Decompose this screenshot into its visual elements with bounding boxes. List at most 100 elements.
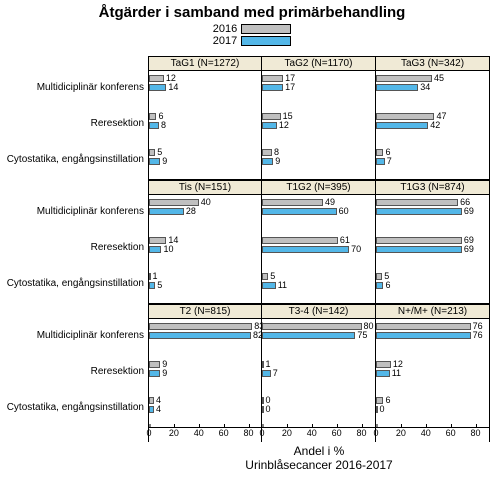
bar-value: 6 <box>385 149 390 156</box>
bar-value: 7 <box>387 158 392 165</box>
bar-value: 11 <box>278 282 287 289</box>
y-axis-label: Cytostatika, engångsinstillation <box>0 403 144 413</box>
bar-value: 5 <box>157 149 162 156</box>
bar-value: 12 <box>393 361 403 368</box>
bar-value: 69 <box>464 246 474 253</box>
panel-title: T2 (N=815) <box>149 305 261 319</box>
bar-value: 66 <box>460 199 470 206</box>
bar-value: 0 <box>380 406 385 413</box>
bar-value: 61 <box>340 237 350 244</box>
bar-value: 45 <box>434 75 444 82</box>
bar-value: 6 <box>385 397 390 404</box>
bar <box>149 84 166 91</box>
bar-value: 15 <box>283 113 293 120</box>
bar-value: 12 <box>166 75 176 82</box>
bar <box>376 149 383 156</box>
bar-value: 0 <box>266 397 271 404</box>
bar <box>262 323 362 330</box>
y-axis-label: Reresektion <box>0 243 144 253</box>
bar-value: 9 <box>162 158 167 165</box>
bar <box>149 75 164 82</box>
bar-value: 76 <box>473 332 483 339</box>
bar <box>262 332 355 339</box>
bar <box>376 84 418 91</box>
bar-value: 1 <box>153 273 158 280</box>
y-axis-label: Multidiciplinär konferens <box>0 83 144 93</box>
bar <box>149 370 160 377</box>
bar <box>149 237 166 244</box>
x-axis-label: Andel i % <box>148 444 490 458</box>
bar <box>376 406 378 413</box>
bar-value: 4 <box>156 397 161 404</box>
bar <box>149 397 154 404</box>
bar-value: 14 <box>168 237 178 244</box>
bar <box>149 406 154 413</box>
bar <box>149 122 159 129</box>
bar <box>376 246 462 253</box>
x-tick: 0 <box>259 428 264 438</box>
bar-value: 34 <box>420 84 430 91</box>
y-axis-label: Multidiciplinär konferens <box>0 331 144 341</box>
bar <box>376 199 458 206</box>
bar-value: 9 <box>275 158 280 165</box>
bar <box>376 332 471 339</box>
bar <box>262 282 276 289</box>
panel: T1G3 (N=874)6669696956 <box>376 180 490 304</box>
bar <box>149 361 160 368</box>
bar <box>262 361 264 368</box>
legend-swatch-2017 <box>241 36 291 46</box>
y-axis-label: Cytostatika, engångsinstillation <box>0 155 144 165</box>
x-tick: 40 <box>194 428 204 438</box>
bar-value: 60 <box>339 208 349 215</box>
x-tick: 60 <box>332 428 342 438</box>
panel: T1G2 (N=395)49606170511 <box>262 180 376 304</box>
bar <box>376 122 428 129</box>
bar <box>149 158 160 165</box>
panel: TaG3 (N=342)4534474267 <box>376 56 490 180</box>
bar-value: 9 <box>162 361 167 368</box>
bar-value: 8 <box>274 149 279 156</box>
bar-value: 10 <box>163 246 173 253</box>
bar <box>376 397 383 404</box>
panel: T3-4 (N=142)80751700 <box>262 304 376 428</box>
bar <box>262 208 337 215</box>
x-tick: 20 <box>169 428 179 438</box>
bar <box>376 370 390 377</box>
bar <box>262 246 349 253</box>
bar-value: 1 <box>266 361 271 368</box>
bar-value: 7 <box>273 370 278 377</box>
bar <box>262 397 264 404</box>
bar-value: 17 <box>285 84 295 91</box>
panel-title: N+/M+ (N=213) <box>376 305 489 319</box>
panel-title: T3-4 (N=142) <box>262 305 375 319</box>
x-tick: 20 <box>282 428 292 438</box>
panel-title: T1G2 (N=395) <box>262 181 375 195</box>
bar <box>376 273 382 280</box>
bar-value: 80 <box>364 323 374 330</box>
bar-value: 5 <box>157 282 162 289</box>
bar <box>149 113 156 120</box>
x-tick: 40 <box>307 428 317 438</box>
bar-value: 40 <box>201 199 211 206</box>
panel: TaG1 (N=1272)12146859 <box>148 56 262 180</box>
bar <box>262 122 277 129</box>
panel-title: T1G3 (N=874) <box>376 181 489 195</box>
x-tick: 60 <box>446 428 456 438</box>
bar <box>262 149 272 156</box>
bar <box>262 406 264 413</box>
bar <box>376 113 434 120</box>
bar <box>262 370 271 377</box>
panel-title: TaG2 (N=1170) <box>262 57 375 71</box>
chart-title: Åtgärder i samband med primärbehandling <box>0 0 504 21</box>
bar-value: 69 <box>464 237 474 244</box>
x-axis-sublabel: Urinblåsecancer 2016-2017 <box>148 458 490 472</box>
bar-value: 76 <box>473 323 483 330</box>
x-tick: 20 <box>396 428 406 438</box>
bar <box>149 282 155 289</box>
bar-value: 12 <box>279 122 289 129</box>
x-tick: 80 <box>471 428 481 438</box>
y-axis-label: Cytostatika, engångsinstillation <box>0 279 144 289</box>
bar-value: 6 <box>385 282 390 289</box>
bar <box>376 282 383 289</box>
bar <box>262 84 283 91</box>
